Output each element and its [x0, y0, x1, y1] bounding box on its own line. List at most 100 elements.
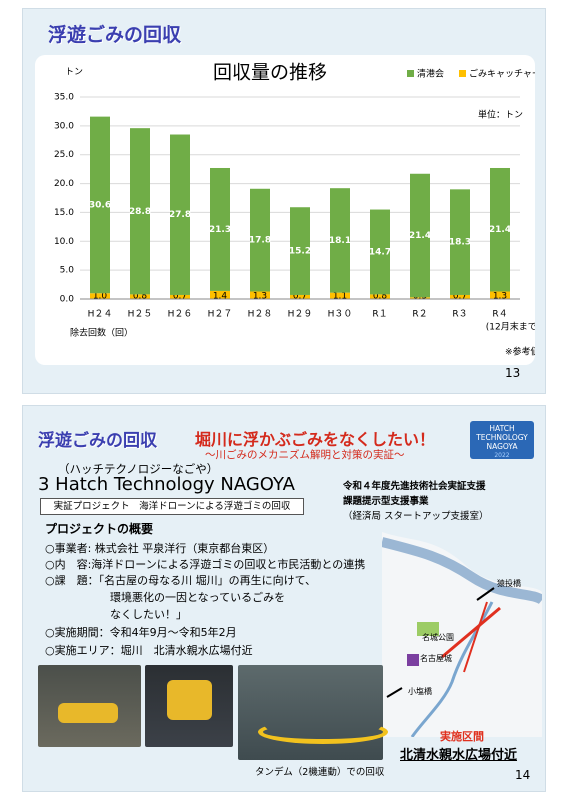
y-tick-label: 20.0 [54, 179, 74, 189]
y-tick-label: 15.0 [54, 208, 74, 218]
bar-segment [250, 188, 270, 292]
y-axis-label: トン [65, 68, 83, 78]
y-tick-label: 10.0 [54, 237, 74, 247]
value-label: 17.8 [249, 236, 271, 246]
legend-label: 清港会 [417, 68, 444, 80]
value-label: 28.8 [129, 207, 151, 217]
x-tick-label: H２７ [208, 310, 233, 320]
map-label: 小塩橋 [408, 687, 432, 696]
x-tick-label: H２５ [128, 310, 153, 320]
value-label: 27.8 [169, 210, 191, 220]
x-tick-label: H２９ [288, 310, 313, 320]
bar-segment [330, 292, 350, 299]
program: 課題提示型支援事業 [343, 496, 429, 507]
bar-segment [130, 294, 150, 299]
chart: 回収量の推移 トン 単位：トン 除去回数（回） (12月末まで) ※参考値 0.… [54, 62, 535, 358]
overview-item: ○課 題：「名古屋の母なる川 堀川」の再生に向けて、 [45, 574, 317, 587]
value-label: 0.7 [173, 292, 187, 302]
value-label: 21.4 [489, 225, 511, 235]
bar-segment [370, 209, 390, 295]
ruby: （ハッチテクノロジーなごや） [58, 462, 219, 476]
project-tag: 実証プロジェクト 海洋ドローンによる浮遊ゴミの回収 [40, 498, 304, 515]
bar-segment [450, 294, 470, 299]
bar-segment [130, 128, 150, 295]
period-note: (12月末まで) [486, 321, 535, 333]
bar-segment [410, 297, 430, 299]
bar-segment [90, 293, 110, 299]
y-tick-label: 5.0 [60, 266, 75, 276]
value-label: 1.4 [213, 292, 228, 302]
bar-segment [490, 167, 510, 292]
value-label: 15.2 [289, 247, 311, 257]
bar-segment [410, 173, 430, 298]
bar-segment [370, 294, 390, 299]
photo [238, 665, 388, 760]
value-label: 21.4 [409, 231, 431, 241]
photo-caption: タンデム（2機連動）での回収 [255, 767, 385, 778]
slide-title: 浮遊ごみの回収 [48, 24, 182, 46]
value-label: 0.7 [293, 292, 307, 302]
overview-item: ○事業者: 株式会社 平泉洋行（東京都台東区） [45, 542, 275, 555]
map-label: 名古屋城 [420, 654, 452, 663]
bar-segment [330, 188, 350, 293]
legend-label: ごみキャッチャー [469, 68, 535, 80]
map [382, 532, 542, 737]
project-name: 3 Hatch Technology NAGOYA [38, 474, 295, 495]
x-tick-label: H２８ [248, 310, 273, 320]
slide-title: 浮遊ごみの回収 [38, 431, 157, 451]
overview-item: ○内 容:海洋ドローンによる浮遊ゴミの回収と市民活動との連携 [45, 558, 366, 571]
bar-segment [90, 116, 110, 294]
page-number: 13 [505, 366, 521, 380]
unit-note: 単位：トン [478, 109, 523, 121]
overview-item: ○実施期間：令和4年9月～令和5年2月 [45, 626, 237, 639]
value-label: 0.7 [453, 292, 467, 302]
x-tick-label: R１ [372, 310, 387, 320]
legend-swatch [407, 70, 414, 77]
value-label: 0.8 [133, 292, 148, 302]
x-tick-label: R２ [412, 310, 427, 320]
chart-title: 回収量の推移 [213, 62, 327, 84]
overview-item: なくしたい！」 [110, 608, 187, 621]
legend-swatch [459, 70, 466, 77]
value-label: 1.3 [253, 292, 267, 302]
x-axis-label: 除去回数（回） [70, 327, 133, 339]
bar-segment [250, 291, 270, 299]
bar-segment [290, 207, 310, 295]
value-label: 14.7 [369, 247, 391, 257]
x-tick-label: H２４ [88, 310, 113, 320]
y-tick-label: 0.0 [60, 295, 75, 305]
value-label: 0.8 [373, 292, 388, 302]
bar-segment [450, 189, 470, 295]
bar-segment [490, 291, 510, 299]
x-tick-label: H３０ [328, 310, 353, 320]
value-label: 21.3 [209, 225, 231, 235]
map-label: 名城公園 [422, 633, 454, 642]
bar-segment [170, 294, 190, 299]
value-label: 18.1 [329, 236, 351, 246]
bar-segment [210, 290, 230, 299]
value-label: 30.6 [89, 200, 111, 210]
program: 令和４年度先進技術社会実証支援 [343, 481, 486, 492]
overview-item: ○実施エリア：堀川 北清水親水広場付近 [45, 644, 253, 657]
value-label: 1.0 [93, 292, 108, 302]
x-tick-label: R４ [492, 310, 507, 320]
map-place: 北清水親水広場付近 [400, 748, 518, 763]
overview-item: 環境悪化の一因となっているごみを [110, 591, 286, 604]
value-label: 18.3 [449, 238, 471, 248]
y-tick-label: 35.0 [54, 93, 74, 103]
logo-year: 2022 [494, 452, 510, 459]
value-label: 1.1 [333, 292, 347, 302]
photo [145, 665, 233, 747]
logo: HATCH TECHNOLOGY NAGOYA 2022 [470, 421, 534, 459]
y-tick-label: 30.0 [54, 121, 74, 131]
photo [38, 665, 141, 747]
y-tick-label: 25.0 [54, 150, 74, 160]
x-tick-label: H２６ [168, 310, 193, 320]
bar-segment [170, 134, 190, 295]
headline: 堀川に浮かぶごみをなくしたい！ [195, 430, 436, 449]
x-tick-label: R３ [452, 310, 467, 320]
value-label: 1.3 [493, 292, 507, 302]
bar-segment [290, 294, 310, 299]
map-label: 猿投橋 [497, 579, 521, 588]
